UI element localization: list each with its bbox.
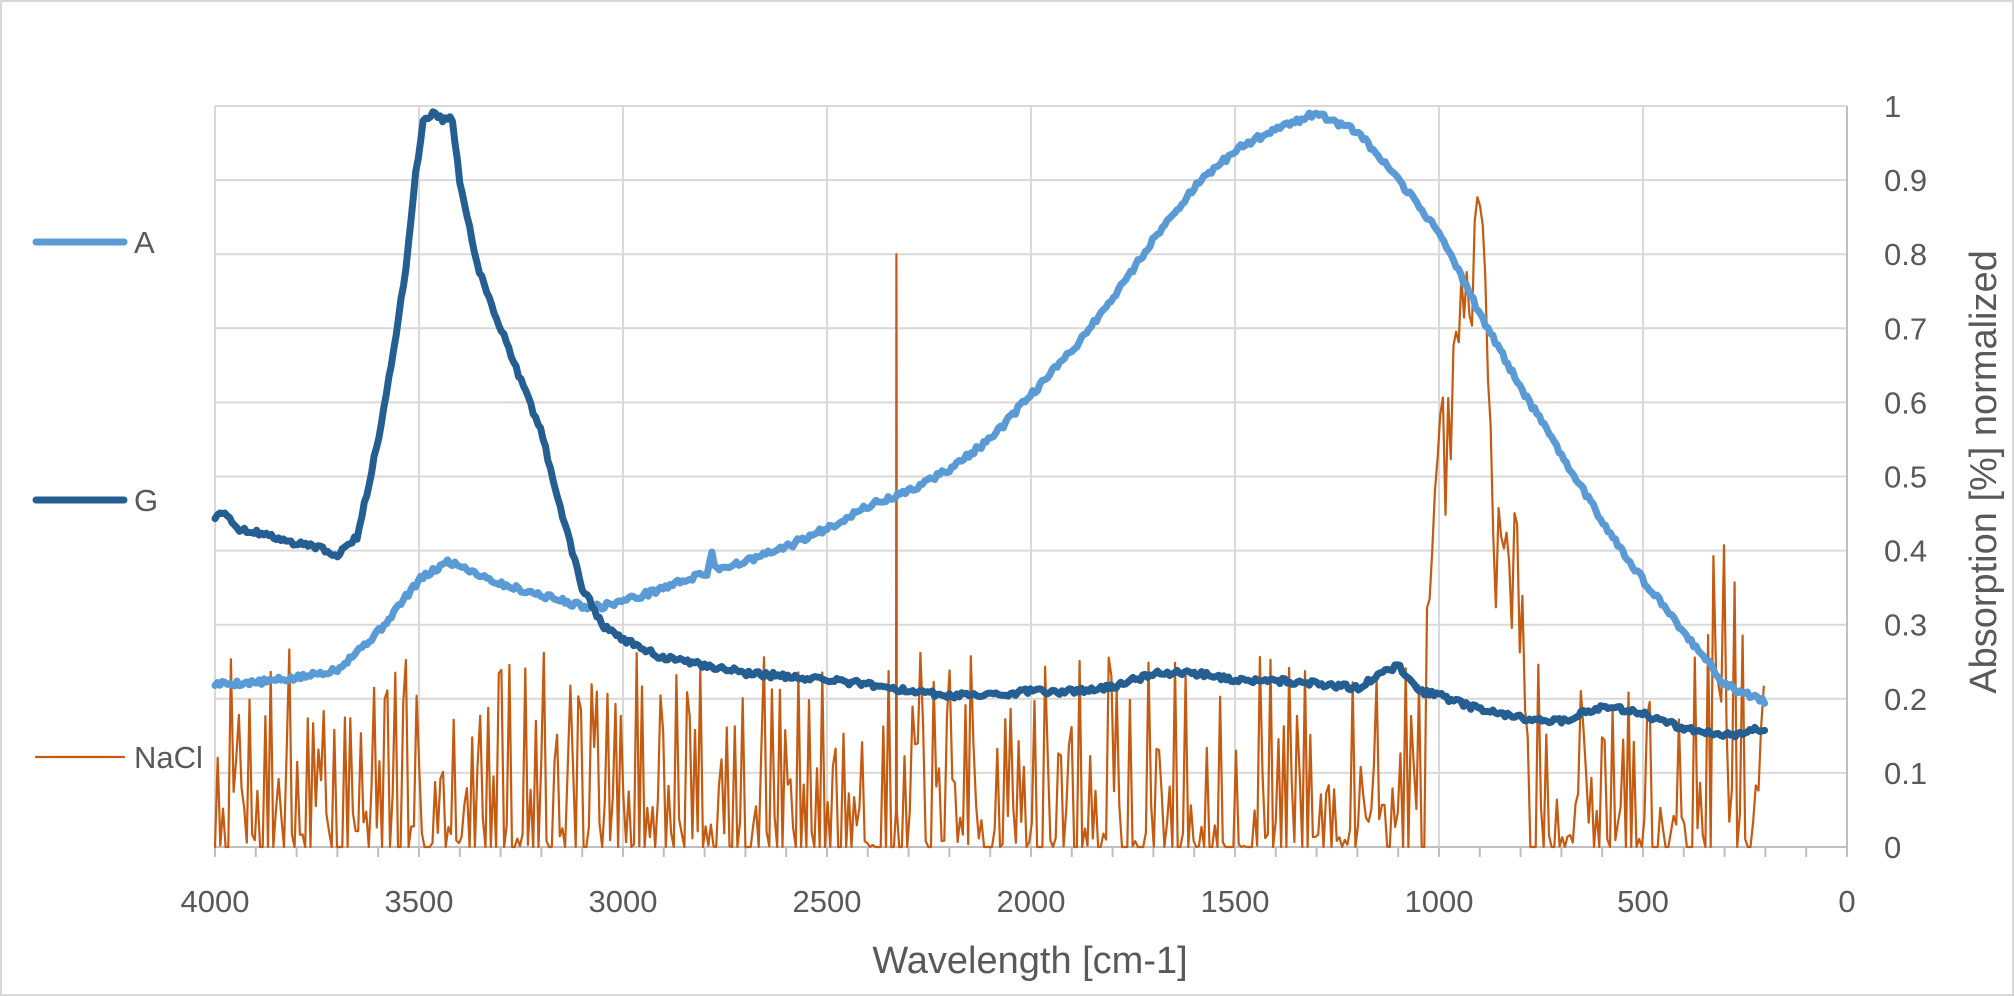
x-tick-label: 500	[1617, 884, 1669, 919]
x-tick-label: 2500	[793, 884, 862, 919]
x-tick-label: 1000	[1405, 884, 1474, 919]
legend: A G NaCl	[32, 225, 203, 775]
legend-label-g: G	[134, 483, 158, 518]
x-tick-label: 2000	[997, 884, 1066, 919]
x-tick-label: 4000	[181, 884, 250, 919]
x-tick-label: 3000	[589, 884, 658, 919]
x-axis-title: Wavelength [cm-1]	[872, 940, 1187, 982]
series-lines	[211, 108, 1769, 849]
y-tick-label: 0.7	[1884, 311, 1927, 346]
y-tick-label: 0.5	[1884, 460, 1927, 495]
y-tick-label: 0.1	[1884, 756, 1927, 791]
y-tick-label: 0	[1884, 830, 1901, 865]
x-tick-label: 1500	[1201, 884, 1270, 919]
x-tick-labels: 4000 3500 3000 2500 2000 1500 1000 500 0	[181, 884, 1856, 919]
series-line-nacl	[213, 196, 1765, 849]
legend-label-a: A	[134, 225, 155, 260]
y-tick-label: 0.4	[1884, 534, 1927, 569]
y-tick-label: 0.3	[1884, 608, 1927, 643]
x-tick-label: 3500	[385, 884, 454, 919]
y-tick-label: 0.9	[1884, 163, 1927, 198]
y-tick-labels: 0 0.1 0.2 0.3 0.4 0.5 0.6 0.7 0.8 0.9 1	[1884, 89, 1927, 865]
y-tick-label: 0.6	[1884, 385, 1927, 420]
y-tick-label: 1	[1884, 89, 1901, 124]
y-axis-title: Absorption [%] normalized	[1963, 250, 2005, 694]
x-tick-label: 0	[1838, 884, 1855, 919]
legend-label-nacl: NaCl	[134, 740, 203, 775]
y-tick-label: 0.2	[1884, 682, 1927, 717]
series-line-a	[211, 109, 1769, 707]
axes	[214, 106, 1848, 857]
series-line-g	[211, 108, 1769, 741]
y-tick-label: 0.8	[1884, 237, 1927, 272]
